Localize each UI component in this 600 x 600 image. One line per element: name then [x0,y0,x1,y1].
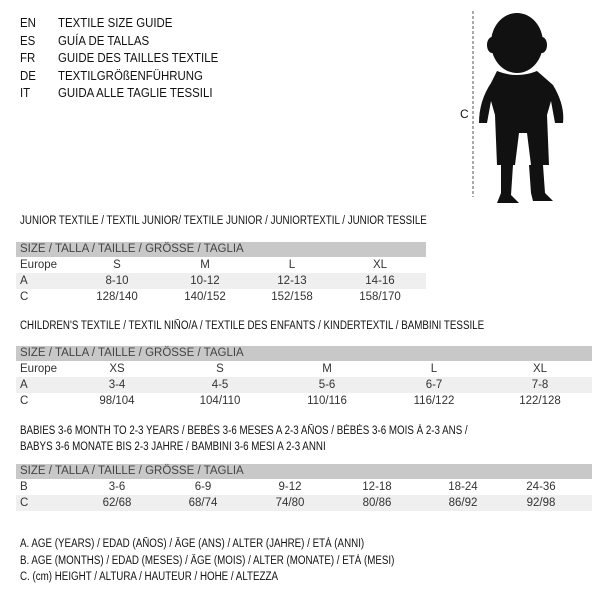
table-cell: 24-36 [526,481,556,493]
junior-size-table: SIZE / TALLA / TAILLE / GRÖSSE / TAGLIA E… [16,242,426,305]
table-cell: 9-12 [278,481,302,493]
table-cell: 8-10 [105,275,129,287]
babies-title-line1: BABIES 3-6 MONTH TO 2-3 YEARS / BEBÉS 3-… [20,425,468,437]
size-header-bar: SIZE / TALLA / TAILLE / GRÖSSE / TAGLIA [16,464,592,479]
table-cell: 5-6 [318,379,336,391]
size-header-bar: SIZE / TALLA / TAILLE / GRÖSSE / TAGLIA [16,242,426,257]
table-cell: 4-5 [211,379,229,391]
table-row: C 62/68 68/74 74/80 80/86 86/92 92/98 [16,495,592,511]
table-cell: 140/152 [184,291,226,303]
table-row: C 98/104 104/110 110/116 116/122 122/128 [16,393,592,409]
babies-title-line2: BABYS 3-6 MONATE BIS 2-3 JAHRE / BAMBINI… [20,441,326,453]
table-cell: 3-4 [108,379,126,391]
table-cell: 104/110 [199,395,241,407]
table-cell: 74/80 [275,497,305,509]
table-cell: 62/68 [102,497,132,509]
table-row: A 8-10 10-12 12-13 14-16 [16,273,426,289]
children-size-table: SIZE / TALLA / TAILLE / GRÖSSE / TAGLIA E… [16,346,592,409]
guide-title: GUIDA ALLE TAGLIE TESSILI [58,85,213,100]
row-label: C [20,395,29,407]
guide-title: TEXTILE SIZE GUIDE [58,15,173,30]
table-row: A 3-4 4-5 5-6 6-7 7-8 [16,377,592,393]
table-cell: 6-7 [425,379,443,391]
table-cell: 68/74 [188,497,218,509]
junior-title: JUNIOR TEXTILE / TEXTIL JUNIOR/ TEXTILE … [20,215,427,227]
table-cell: 14-16 [365,275,395,287]
table-cell: 128/140 [96,291,138,303]
guide-title: TEXTILGRÖßENFÜHRUNG [58,67,203,83]
legend-a: A. AGE (YEARS) / EDAD (AÑOS) / ÂGE (ANS)… [20,538,365,550]
row-label: Europe [20,259,58,271]
table-cell: M [322,363,332,375]
table-row: C 128/140 140/152 152/158 158/170 [16,289,426,305]
table-cell: 158/170 [359,291,401,303]
table-cell: 3-6 [108,481,126,493]
table-cell: S [113,259,121,271]
table-cell: 86/92 [448,497,478,509]
lang-code: ES [20,32,36,48]
table-cell: 80/86 [362,497,392,509]
table-cell: 152/158 [271,291,313,303]
table-cell: 116/122 [413,395,455,407]
table-cell: M [200,259,210,271]
size-header-bar: SIZE / TALLA / TAILLE / GRÖSSE / TAGLIA [16,346,592,361]
guide-title: GUÍA DE TALLAS [58,32,150,48]
table-cell: 110/116 [307,395,347,407]
table-row: Europe XS S M L XL [16,361,592,377]
table-cell: 18-24 [448,481,478,493]
table-cell: 7-8 [531,379,549,391]
lang-code: IT [20,85,31,100]
row-label: B [20,481,28,493]
table-cell: 122/128 [519,395,561,407]
row-label: A [20,275,28,287]
table-cell: L [288,259,296,271]
legend-c: C. (cm) HEIGHT / ALTURA / HAUTEUR / HÖHE… [20,571,278,583]
table-cell: 98/104 [99,395,135,407]
legend-b: B. AGE (MONTHS) / EDAD (MESES) / ÂGE (MO… [20,555,395,567]
table-cell: XS [109,363,125,375]
table-row: B 3-6 6-9 9-12 12-18 18-24 24-36 [16,479,592,495]
lang-code: EN [20,15,36,30]
table-row: Europe S M L XL [16,257,426,273]
table-cell: 92/98 [526,497,556,509]
row-label: A [20,379,28,391]
child-silhouette-icon [479,13,564,203]
guide-title: GUIDE DES TAILLES TEXTILE [58,50,219,65]
child-silhouette-figure [472,11,564,203]
children-title: CHILDREN'S TEXTILE / TEXTIL NIÑO/A / TEX… [20,320,485,332]
row-label: Europe [20,363,58,375]
lang-code: DE [20,67,36,83]
babies-size-table: SIZE / TALLA / TAILLE / GRÖSSE / TAGLIA B… [16,464,592,511]
table-cell: 12-18 [362,481,392,493]
table-cell: 6-9 [194,481,212,493]
row-label: C [20,291,29,303]
table-cell: XL [372,259,388,271]
table-cell: 12-13 [277,275,307,287]
table-cell: XL [532,363,548,375]
lang-code: FR [20,50,36,65]
row-label: C [20,497,29,509]
table-cell: S [216,363,224,375]
table-cell: 10-12 [190,275,220,287]
height-label: C [460,107,469,121]
table-cell: L [430,363,438,375]
